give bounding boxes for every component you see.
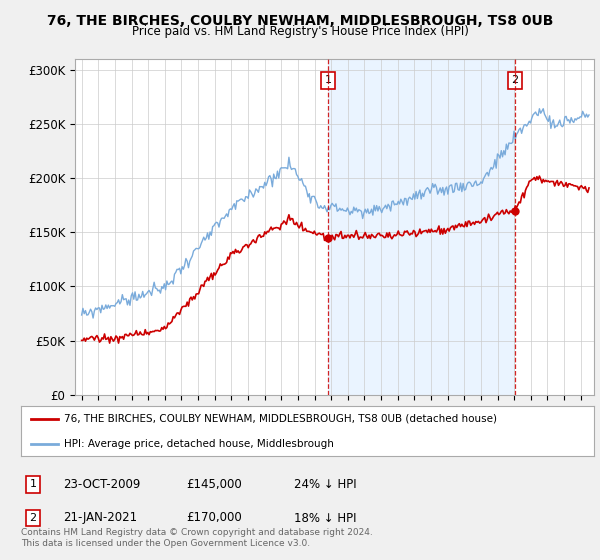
Text: 1: 1 [29,479,37,489]
Text: 23-OCT-2009: 23-OCT-2009 [63,478,140,491]
Text: 18% ↓ HPI: 18% ↓ HPI [294,511,356,525]
Text: 76, THE BIRCHES, COULBY NEWHAM, MIDDLESBROUGH, TS8 0UB (detached house): 76, THE BIRCHES, COULBY NEWHAM, MIDDLESB… [64,414,497,423]
Text: £145,000: £145,000 [186,478,242,491]
Text: 2: 2 [511,76,518,86]
Text: Contains HM Land Registry data © Crown copyright and database right 2024.
This d: Contains HM Land Registry data © Crown c… [21,528,373,548]
Text: HPI: Average price, detached house, Middlesbrough: HPI: Average price, detached house, Midd… [64,439,334,449]
Text: 24% ↓ HPI: 24% ↓ HPI [294,478,356,491]
Text: 76, THE BIRCHES, COULBY NEWHAM, MIDDLESBROUGH, TS8 0UB: 76, THE BIRCHES, COULBY NEWHAM, MIDDLESB… [47,14,553,28]
Text: £170,000: £170,000 [186,511,242,525]
Text: 1: 1 [325,76,332,86]
Text: Price paid vs. HM Land Registry's House Price Index (HPI): Price paid vs. HM Land Registry's House … [131,25,469,38]
Bar [328,59,515,395]
Text: 2: 2 [29,513,37,523]
Text: 21-JAN-2021: 21-JAN-2021 [63,511,137,525]
